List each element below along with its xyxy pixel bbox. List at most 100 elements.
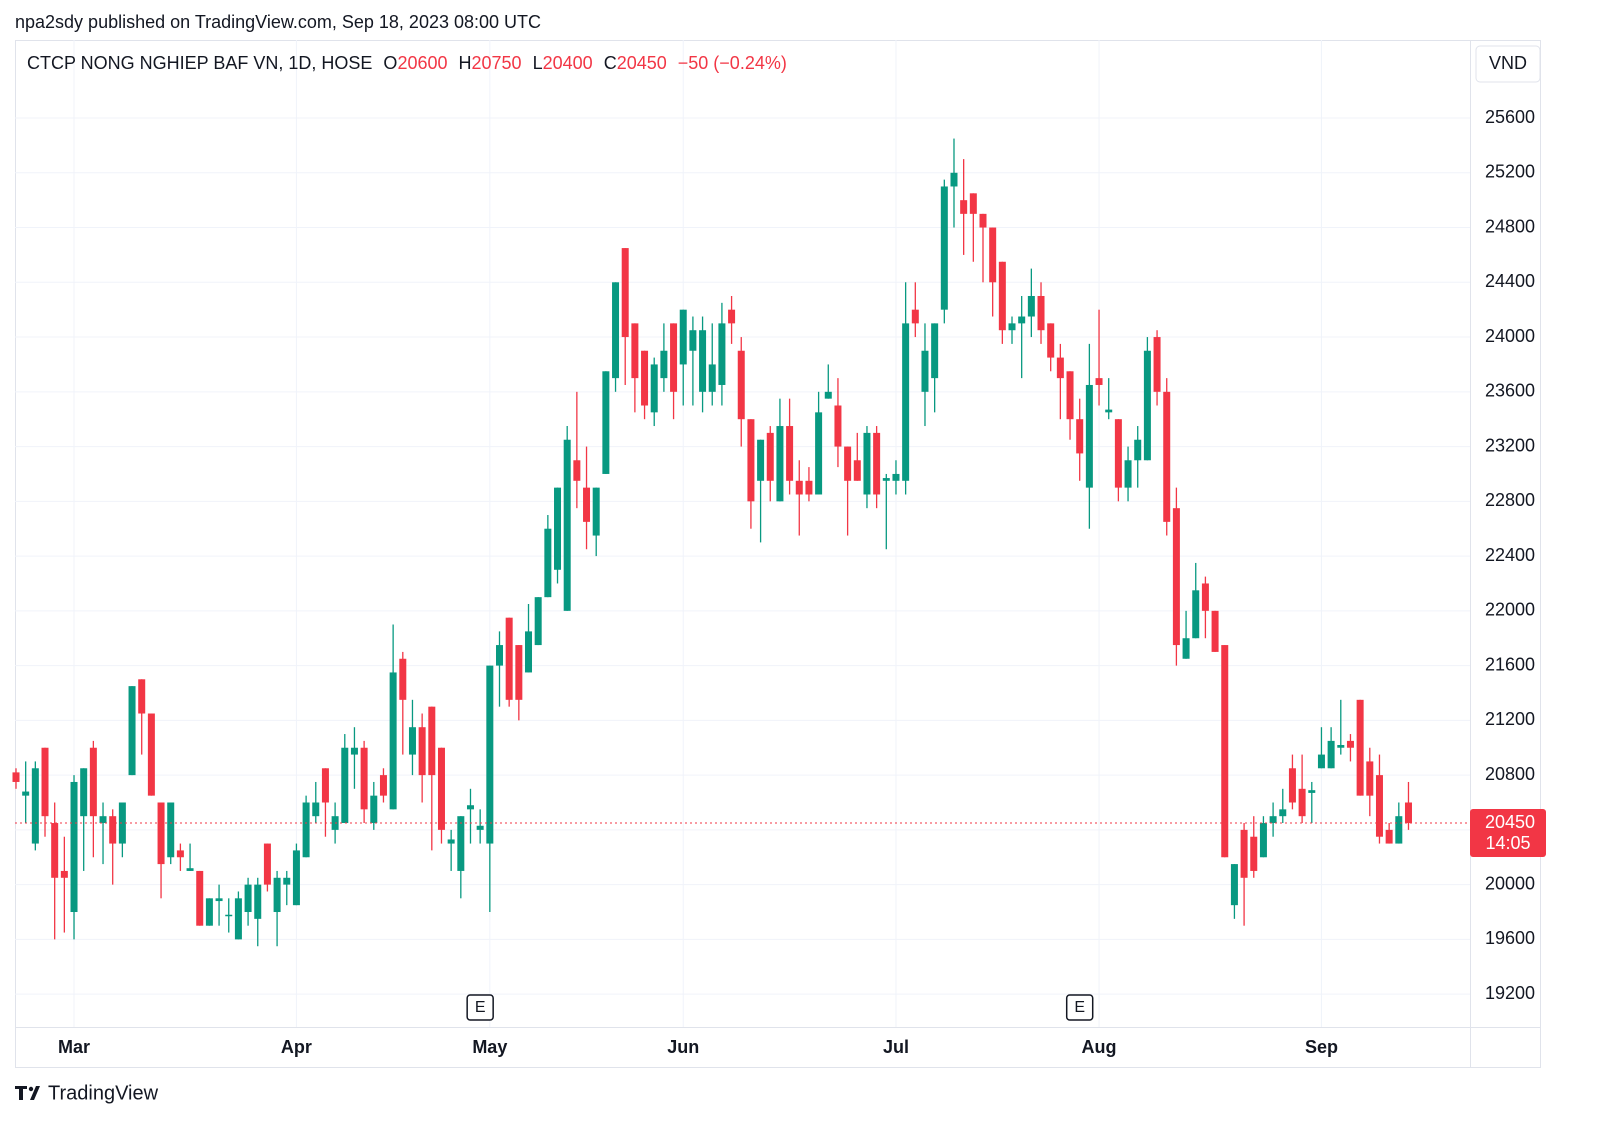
candle-body [1404,802,1412,824]
chart-frame [15,40,1541,1068]
candle-body [563,439,571,611]
brand-logo [15,1086,40,1100]
candle-body [215,898,223,902]
candle-body [844,446,852,481]
candle-body [1056,357,1064,379]
candle-body [902,323,910,481]
candle-body [1153,337,1161,392]
candle-body [341,747,349,824]
candle-body [31,768,39,844]
candle-body [921,350,929,392]
y-tick-label: 22400 [1485,545,1535,565]
candle-body [602,371,610,474]
candle-body [534,597,542,646]
candle-body [1201,583,1209,611]
candle-body [612,282,620,379]
price-tag-countdown: 14:05 [1485,833,1530,853]
candle-body [621,248,629,338]
y-tick-label: 24000 [1485,326,1535,346]
candle-body [99,816,107,824]
candle-body [1134,439,1142,461]
candle-body [795,480,803,495]
candle-body [283,877,291,885]
candle-body [437,747,445,830]
price-tag [1470,809,1546,858]
open-value: 20600 [397,53,447,73]
x-tick-label: Apr [281,1037,312,1057]
candle-body [853,460,861,481]
candle-body [138,679,146,714]
high-label: H [459,53,472,73]
candle-body [1230,864,1238,906]
candle-body [1298,788,1306,817]
candle-body [776,426,784,502]
candle-body [1317,754,1325,769]
candle-body [1085,384,1093,488]
candle-body [979,213,987,228]
candle-body [728,309,736,324]
candle-body [989,227,997,283]
event-marker [1065,994,1094,1021]
candle-body [186,868,194,871]
candle-body [998,261,1006,331]
candle-body [737,350,745,420]
candle-body [960,200,968,214]
candle-body [1114,419,1122,488]
candle-body [592,487,600,536]
x-tick-label: Sep [1305,1037,1338,1057]
candle-body [321,768,329,803]
candle-body [1385,829,1393,844]
y-tick-label: 25200 [1485,162,1535,182]
x-tick-label: Mar [58,1037,90,1057]
candle-body [22,791,30,796]
candle-body [399,658,407,700]
y-tick-label: 21600 [1485,654,1535,674]
candle-body [80,768,88,817]
candle-body [118,802,126,844]
y-tick-label: 19200 [1485,983,1535,1003]
candle-body [1163,391,1171,522]
candle-body [670,323,678,392]
y-tick-label: 24400 [1485,271,1535,291]
event-marker [466,994,494,1021]
candle-body [1366,761,1374,796]
candle-body [525,631,533,673]
y-tick-label: 20800 [1485,764,1535,784]
candle-body [1027,295,1035,317]
event-label: E [1074,999,1085,1016]
candle-body [650,364,658,413]
candle-body [1047,323,1055,358]
y-tick-label: 21200 [1485,709,1535,729]
y-tick-label: 20000 [1485,873,1535,893]
candle-body [1221,645,1229,858]
x-tick-label: May [472,1037,507,1057]
candle-body [911,309,919,324]
candle-body [1375,775,1383,837]
candle-body [244,884,252,913]
candle-body [1143,350,1151,461]
candle-body [408,727,416,755]
candle-body [70,781,78,913]
low-value: 20400 [543,53,593,73]
candle-body [641,350,649,406]
candle-body [89,747,97,817]
close-label: C [604,53,617,73]
candle-body [699,330,707,392]
y-tick-label: 22800 [1485,490,1535,510]
candle-body [1211,610,1219,652]
candle-body [757,439,765,481]
candle-body [51,823,59,878]
candle-body [466,805,474,810]
event-label: E [475,999,486,1016]
candle-body [824,391,832,399]
candle-body [1172,508,1180,646]
candle-body [205,898,213,926]
candle-body [1395,816,1403,844]
candle-body [60,870,68,878]
legend-header: CTCP NONG NGHIEP BAF VN, 1D, HOSE O20600… [27,53,787,73]
candle-body [486,665,494,844]
currency-button[interactable] [1475,45,1541,83]
candle-body [1018,316,1026,324]
candle-body [312,802,320,817]
candle-body [689,330,697,351]
